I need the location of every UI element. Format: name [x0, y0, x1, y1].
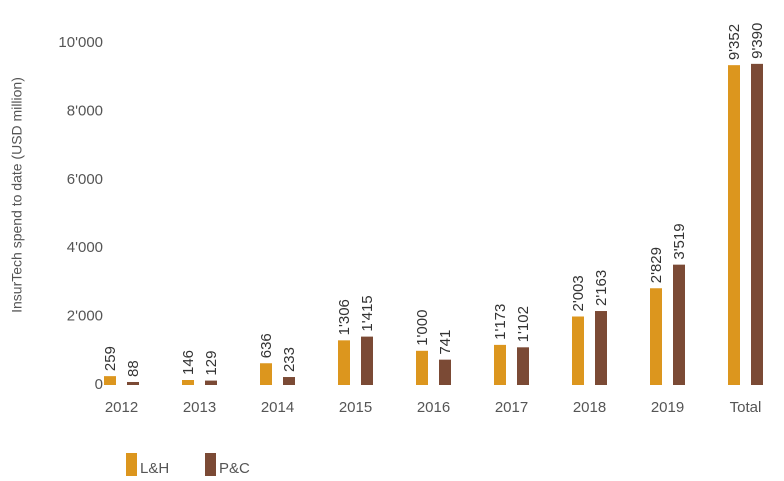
bar — [127, 381, 139, 385]
value-label: 2'003 — [570, 275, 587, 311]
legend-swatch — [205, 453, 216, 476]
value-label: 2'829 — [648, 247, 665, 283]
value-label: 1'102 — [515, 306, 532, 342]
value-label: 2'163 — [593, 270, 610, 306]
x-tick-label: 2017 — [495, 399, 528, 416]
legend-label: L&H — [140, 460, 169, 477]
x-tick-label: 2016 — [417, 399, 450, 416]
bar — [205, 380, 217, 385]
bar — [260, 363, 272, 385]
x-tick-label: Total — [730, 399, 762, 416]
bar — [572, 316, 584, 385]
value-label: 1'306 — [336, 299, 353, 335]
x-tick-label: 2018 — [573, 399, 606, 416]
bar — [416, 350, 428, 385]
y-tick-label: 8'000 — [67, 102, 103, 119]
legend-label: P&C — [219, 460, 250, 477]
value-label: 88 — [125, 360, 142, 377]
value-label: 1'415 — [359, 295, 376, 331]
legend-swatch — [126, 453, 137, 476]
value-label: 233 — [281, 347, 298, 372]
bar — [728, 65, 740, 386]
value-label: 259 — [102, 346, 119, 371]
bar — [361, 336, 373, 385]
bar — [751, 63, 763, 385]
bar — [439, 359, 451, 385]
y-tick-label: 10'000 — [58, 34, 103, 51]
bar — [650, 288, 662, 385]
bar — [673, 264, 685, 385]
bar — [283, 377, 295, 385]
x-tick-label: 2014 — [261, 399, 294, 416]
bar — [182, 380, 194, 385]
x-tick-label: 2013 — [183, 399, 216, 416]
value-label: 146 — [180, 350, 197, 375]
y-tick-label: 6'000 — [67, 171, 103, 188]
x-tick-label: 2015 — [339, 399, 372, 416]
bar — [595, 311, 607, 385]
bar — [104, 376, 116, 385]
value-label: 1'173 — [492, 304, 509, 340]
value-label: 9'352 — [726, 24, 743, 60]
value-label: 1'000 — [414, 310, 431, 346]
value-label: 636 — [258, 333, 275, 358]
value-label: 129 — [203, 351, 220, 376]
x-tick-label: 2012 — [105, 399, 138, 416]
bar — [494, 344, 506, 385]
value-label: 3'519 — [671, 223, 688, 259]
y-tick-label: 2'000 — [67, 308, 103, 325]
bar — [338, 340, 350, 385]
y-tick-label: 0 — [95, 376, 103, 393]
y-axis-label: InsurTech spend to date (USD million) — [9, 77, 25, 313]
bar — [517, 347, 529, 385]
x-tick-label: 2019 — [651, 399, 684, 416]
value-label: 9'390 — [749, 23, 766, 59]
y-tick-label: 4'000 — [67, 239, 103, 256]
value-label: 741 — [437, 330, 454, 355]
